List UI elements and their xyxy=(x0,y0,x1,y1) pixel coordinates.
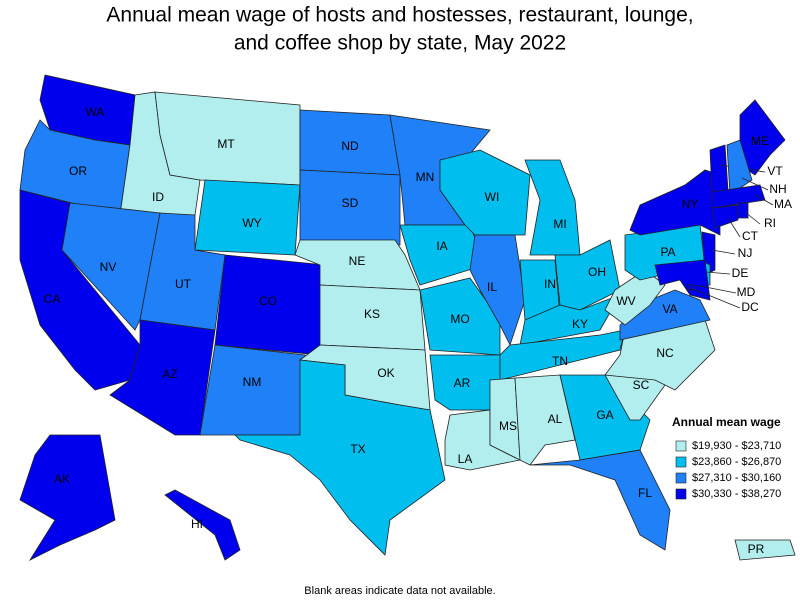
state-label: NJ xyxy=(738,246,753,260)
state-label: AK xyxy=(54,472,70,486)
legend-swatch xyxy=(675,488,687,500)
state-label: OH xyxy=(588,265,606,279)
state-shape xyxy=(524,159,581,256)
state-label: NM xyxy=(243,375,262,389)
legend-swatch xyxy=(675,456,687,468)
state-label: RI xyxy=(764,216,776,230)
state-label: NE xyxy=(349,254,366,268)
state-label: WA xyxy=(86,105,105,119)
state-label: IA xyxy=(436,239,447,253)
state-label: VA xyxy=(662,302,677,316)
state-label: KY xyxy=(572,317,588,331)
state-shape xyxy=(19,434,116,561)
leader-line xyxy=(727,217,741,238)
state-label: CA xyxy=(44,292,61,306)
state-label: PR xyxy=(748,542,765,556)
state-label: WY xyxy=(242,216,261,230)
state-label: NC xyxy=(656,346,674,360)
state-label: SC xyxy=(633,378,650,392)
state-label: CT xyxy=(742,229,759,243)
state-label: MS xyxy=(499,419,517,433)
state-label: WV xyxy=(616,294,635,308)
state-shape xyxy=(711,184,766,209)
title-line: and coffee shop by state, May 2022 xyxy=(234,32,566,55)
state-label: TX xyxy=(350,442,365,456)
state-label: IN xyxy=(544,277,556,291)
state-label: AR xyxy=(454,376,471,390)
state-shape xyxy=(687,284,694,291)
state-label: UT xyxy=(175,277,192,291)
state-shape xyxy=(711,204,739,229)
state-shape xyxy=(399,224,486,286)
state-shape xyxy=(629,169,721,236)
state-label: MO xyxy=(450,312,469,326)
legend-label: $27,310 - $30,160 xyxy=(692,472,781,484)
state-label: OR xyxy=(69,164,87,178)
state-label: MA xyxy=(774,197,792,211)
state-label: WI xyxy=(485,190,500,204)
state-shape xyxy=(199,344,306,436)
state-label: LA xyxy=(458,452,473,466)
state-shape xyxy=(234,359,446,556)
state-label: TN xyxy=(552,354,568,368)
state-label: DC xyxy=(741,300,759,314)
state-label: NY xyxy=(682,197,699,211)
leader-line xyxy=(705,271,731,275)
state-shape xyxy=(726,139,753,196)
leader-line xyxy=(711,249,736,255)
state-shape xyxy=(469,234,526,347)
state-label: FL xyxy=(638,486,652,500)
state-label: MD xyxy=(737,285,756,299)
state-label: KS xyxy=(364,307,380,321)
leader-line xyxy=(741,177,769,191)
state-label: ID xyxy=(152,190,164,204)
legend-swatch xyxy=(675,472,687,484)
legend-label: $19,930 - $23,710 xyxy=(692,440,781,452)
state-shape xyxy=(109,319,216,436)
state-shape xyxy=(429,354,501,411)
footnote: Blank areas indicate data not available. xyxy=(304,585,495,597)
state-shape xyxy=(164,489,241,561)
state-shape xyxy=(299,169,401,246)
state-label: PA xyxy=(660,245,675,259)
state-shape xyxy=(61,202,161,331)
legend-label: $23,860 - $26,870 xyxy=(692,456,781,468)
state-label: CO xyxy=(259,294,277,308)
state-label: GA xyxy=(596,408,613,422)
legend-title: Annual mean wage xyxy=(672,415,781,429)
states: WA OR CA ID MT WY NV UT AZ CO NM ND SD NE KS OK TX MN IA MO… xyxy=(19,74,796,561)
state-label: ND xyxy=(341,139,359,153)
state-shape xyxy=(734,539,796,561)
legend-label: $30,330 - $38,270 xyxy=(692,488,781,500)
state-shape xyxy=(709,144,729,193)
state-label: ME xyxy=(751,134,769,148)
leader-line xyxy=(754,194,774,206)
state-label: MI xyxy=(553,217,566,231)
state-label: NV xyxy=(100,260,117,274)
state-shape xyxy=(559,374,651,461)
state-label: NH xyxy=(769,182,786,196)
state-label: MT xyxy=(217,137,235,151)
state-label: AL xyxy=(548,412,563,426)
state-label: OK xyxy=(377,366,394,380)
state-shape xyxy=(529,449,671,551)
state-label: IL xyxy=(487,280,497,294)
state-label: HI xyxy=(191,517,203,531)
title-line: Annual mean wage of hosts and hostesses,… xyxy=(106,4,693,27)
state-label: AZ xyxy=(162,367,177,381)
state-label: SD xyxy=(342,196,359,210)
leader-line xyxy=(690,287,741,309)
leader-line xyxy=(694,284,737,294)
leader-line xyxy=(744,211,761,225)
state-label: DE xyxy=(732,266,749,280)
state-label: MN xyxy=(416,170,435,184)
state-shape xyxy=(419,277,501,356)
legend: $19,930 - $23,710 $23,860 - $26,870 $27,31… xyxy=(675,440,781,500)
state-shape xyxy=(154,91,301,186)
state-shape xyxy=(737,202,749,219)
legend-swatch xyxy=(675,440,687,452)
state-label: VT xyxy=(767,164,783,178)
